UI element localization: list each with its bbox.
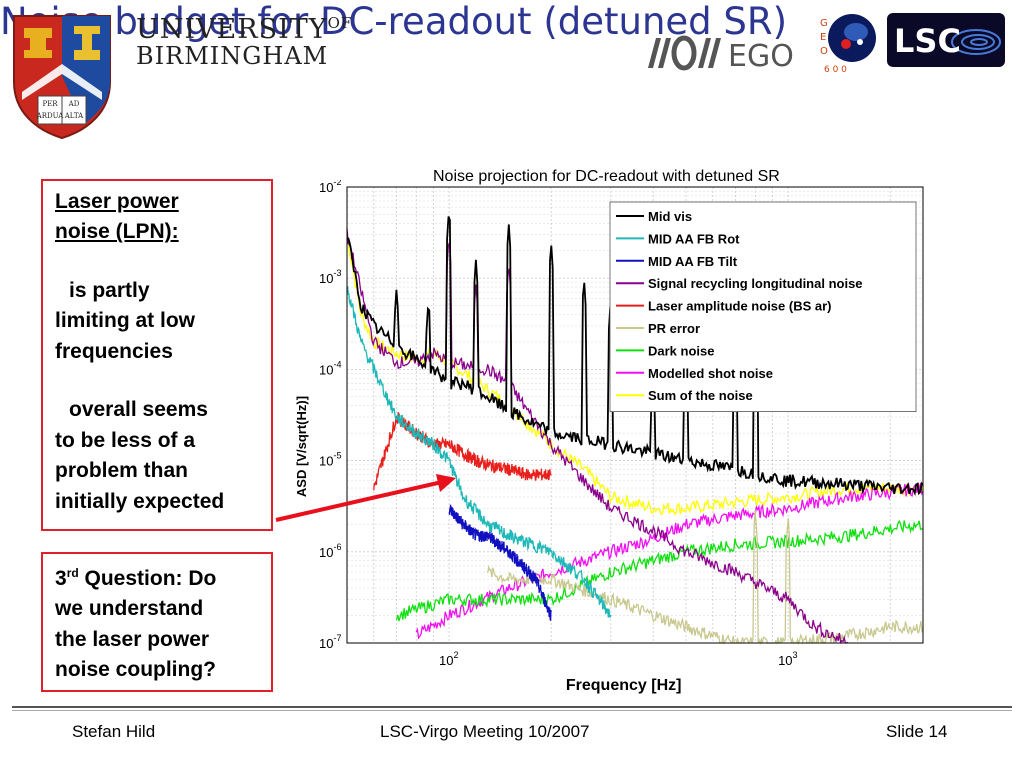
y-axis-label: ASD [V/sqrt(Hz)] (294, 396, 309, 497)
question-line4: noise coupling? (55, 658, 216, 682)
lsc-logo: LSC (887, 13, 1005, 67)
lpn-heading-1: Laser power (55, 190, 179, 213)
x-tick-base: 10 (439, 653, 453, 668)
lpn-heading-2: noise (LPN): (55, 220, 179, 244)
y-tick-base: 10 (319, 636, 333, 651)
question-number: 3 (55, 567, 67, 590)
series-line-8 (415, 481, 924, 640)
lpn-point1-line1: is partly (69, 278, 150, 302)
y-tick-exp: -7 (333, 633, 341, 643)
geo600-logo: G E O 6 0 0 (820, 14, 876, 74)
university-word: UNIVERSITY (136, 14, 328, 45)
legend-entry-9: Sum of the noise (648, 388, 753, 403)
legend-entry-5: Laser amplitude noise (BS ar) (648, 299, 832, 314)
question-line1: 3rd Question: Do (55, 564, 271, 594)
series-line-6 (487, 510, 924, 646)
crest-motto-1: PER (42, 100, 58, 108)
university-crest: PER AD ARDUA ALTA (13, 15, 111, 140)
y-tick-exp: -3 (333, 268, 341, 278)
series-line-7 (395, 519, 924, 622)
legend-entry-2: MID AA FB Rot (648, 231, 740, 246)
question-line1-text: Question: Do (78, 567, 217, 590)
y-tick-label-6: 10-7 (319, 633, 341, 651)
y-tick-label-3: 10-4 (319, 359, 341, 377)
crest-chevron (22, 64, 102, 100)
x-tick-label-2: 103 (778, 650, 797, 668)
legend-entry-4: Signal recycling longitudinal noise (648, 276, 863, 291)
y-tick-exp: -6 (333, 542, 341, 552)
annotation-arrow (275, 474, 456, 522)
question-box: 3rd Question: Do we understand the laser… (41, 552, 273, 692)
university-name-line2: BIRMINGHAM (136, 42, 329, 70)
lpn-point1-line2: limiting at low (55, 309, 195, 333)
legend-entry-6: PR error (648, 321, 700, 336)
series-lines (346, 216, 924, 646)
x-tick-base: 10 (778, 653, 792, 668)
lpn-point2-line1: overall seems (69, 398, 208, 422)
arrow-head (436, 474, 456, 492)
lpn-point2-line3: problem than (55, 459, 189, 483)
university-name-line1: UNIVERSITYOF (136, 14, 352, 45)
legend-entry-7: Dark noise (648, 343, 714, 358)
arrow-shaft (275, 480, 443, 522)
lsc-orbit-icon (951, 29, 1001, 55)
footer-meeting: LSC-Virgo Meeting 10/2007 (380, 722, 590, 741)
ego-logo: EGO (648, 35, 794, 74)
y-tick-exp: -5 (333, 451, 341, 461)
y-tick-label-4: 10-5 (319, 451, 341, 469)
crest-motto-2: AD (68, 100, 80, 108)
crest-mermaid (74, 26, 100, 60)
slide-title: Noise budget for DC-readout (detuned SR) (0, 0, 788, 43)
series-line-1 (346, 216, 924, 497)
lpn-point2-line4: initially expected (55, 489, 225, 513)
lpn-point1-line3: frequencies (55, 339, 173, 363)
y-tick-label-5: 10-6 (319, 542, 341, 560)
y-tick-base: 10 (319, 271, 333, 286)
ego-wave-icon (648, 35, 721, 71)
y-tick-base: 10 (319, 180, 333, 195)
legend: Mid vis MID AA FB Rot MID AA FB Tilt Signal… (609, 201, 917, 413)
y-tick-label-1: 10-2 (319, 180, 341, 195)
series-line-2 (346, 286, 612, 618)
ego-text: EGO (728, 39, 794, 74)
x-tick-exp: 2 (454, 650, 459, 660)
geo-letter-o: O (820, 46, 828, 57)
geo-letter-g: G (820, 18, 828, 29)
footer-rule (12, 706, 1012, 711)
legend-entry-8: Modelled shot noise (648, 366, 773, 381)
x-axis-label: Frequency [Hz] (566, 677, 682, 694)
y-tick-base: 10 (319, 362, 333, 377)
lpn-point2-line2: to be less of a (55, 428, 196, 452)
x-tick-label-1: 102 (439, 650, 458, 668)
plot-frame (346, 186, 924, 644)
legend-entry-1: Mid vis (648, 209, 692, 224)
y-tick-label-2: 10-3 (319, 268, 341, 286)
y-tick-base: 10 (319, 545, 333, 560)
geo-letter-e: E (820, 32, 826, 43)
legend-entry-3: MID AA FB Tilt (648, 254, 738, 269)
lpn-note-box: Laser power noise (LPN): is partly limit… (41, 179, 273, 531)
y-tick-exp: -2 (333, 180, 341, 187)
y-tick-exp: -4 (333, 359, 341, 369)
geo-number: 6 0 0 (824, 65, 847, 74)
legend-box (609, 201, 917, 413)
chart-title: Noise projection for DC-readout with det… (433, 168, 780, 185)
series-line-3 (448, 504, 552, 621)
lsc-text: LSC (894, 22, 961, 60)
question-line2: we understand (55, 597, 204, 621)
crest-motto-3: ARDUA (36, 112, 65, 120)
question-line3: the laser power (55, 627, 210, 651)
footer-author: Stefan Hild (72, 722, 156, 741)
university-of: OF (327, 14, 353, 32)
y-tick-base: 10 (319, 454, 333, 469)
x-tick-exp: 3 (793, 650, 798, 660)
question-ordinal: rd (66, 566, 79, 580)
crest-lion (24, 28, 52, 58)
crest-motto-4: ALTA (64, 112, 84, 120)
footer-slide-number: Slide 14 (886, 722, 948, 741)
